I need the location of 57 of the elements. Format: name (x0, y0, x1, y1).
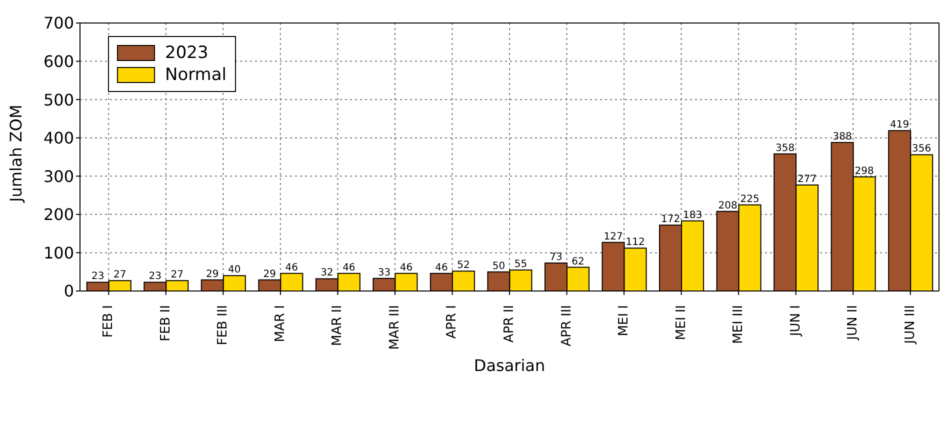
x-tick-label: MAR I (272, 305, 288, 342)
data-label: 29 (263, 268, 276, 280)
data-label: 23 (92, 271, 104, 282)
data-label: 388 (832, 131, 852, 142)
data-label: 73 (550, 252, 562, 264)
x-axis-title: Dasarian (474, 356, 546, 375)
data-label: 358 (776, 142, 795, 154)
x-tick-label: APR I (444, 305, 460, 339)
data-label: 40 (228, 264, 241, 276)
data-label: 46 (342, 262, 356, 274)
data-label: 55 (514, 258, 528, 270)
y-tick-label: 100 (43, 243, 74, 262)
x-tick-label: FEB III (216, 305, 231, 346)
data-label: 27 (170, 270, 184, 281)
x-tick-label: MEI III (731, 305, 746, 344)
data-label: 50 (492, 260, 506, 272)
data-label: 46 (285, 262, 298, 274)
y-tick-label: 500 (43, 90, 74, 110)
y-axis-title: Jumlah ZOM (6, 104, 26, 203)
x-tick-label: APR III (559, 305, 574, 346)
data-label: 172 (660, 214, 680, 226)
data-label: 62 (572, 256, 584, 268)
data-label: 23 (148, 271, 162, 282)
x-tick-label: MAR III (387, 305, 402, 350)
x-tick-label: MAR II (330, 305, 346, 346)
data-label: 46 (400, 262, 413, 274)
data-label: 419 (890, 120, 910, 131)
data-label: 208 (718, 200, 738, 212)
data-label: 33 (378, 267, 391, 278)
data-label: 46 (435, 262, 448, 274)
data-label: 298 (854, 166, 874, 177)
y-tick-label: 400 (43, 128, 74, 148)
data-label: 32 (320, 268, 334, 279)
legend-label: Normal (165, 65, 227, 85)
x-tick-label: JUN I (788, 305, 804, 338)
y-tick-label: 300 (43, 166, 74, 186)
x-tick-label: FEB II (158, 305, 174, 342)
legend-label: 2023 (165, 43, 208, 63)
y-tick-label: 200 (43, 205, 74, 224)
data-label: 112 (626, 237, 645, 248)
data-label: 27 (114, 270, 126, 281)
data-label: 225 (740, 194, 760, 205)
data-label: 52 (457, 260, 470, 272)
x-tick-label: MEI I (616, 305, 632, 336)
x-tick-label: APR II (502, 305, 517, 343)
y-tick-label: 600 (43, 52, 74, 71)
data-label: 127 (604, 231, 623, 242)
data-label: 356 (912, 144, 932, 155)
x-tick-label: JUN III (902, 305, 918, 345)
data-label: 29 (206, 268, 219, 280)
y-tick-label: 0 (64, 282, 74, 301)
x-tick-label: JUN II (846, 305, 861, 341)
x-tick-label: FEB I (101, 305, 116, 338)
x-tick-label: MEI II (674, 305, 689, 340)
data-label: 183 (682, 210, 702, 221)
data-label: 277 (798, 174, 817, 185)
y-tick-label: 700 (43, 14, 74, 33)
